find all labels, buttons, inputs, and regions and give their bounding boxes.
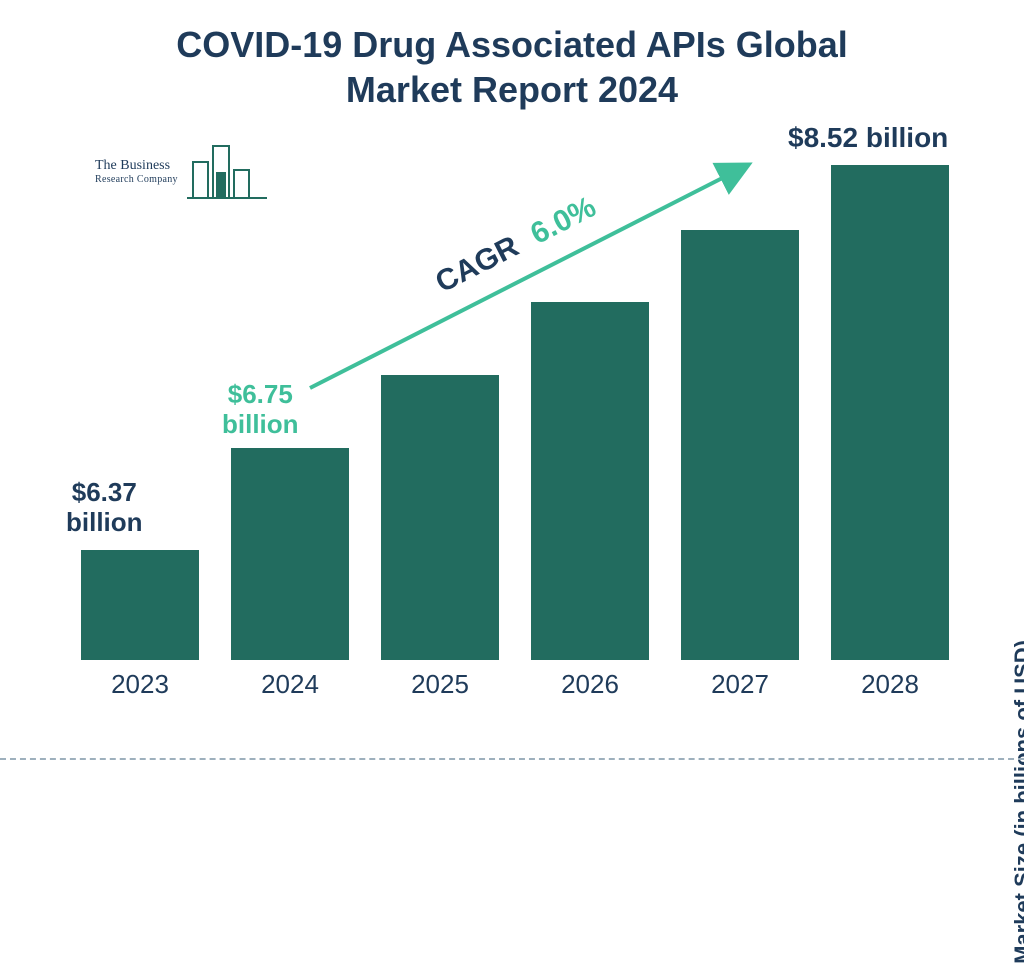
xlabel-2028: 2028 [830,669,950,700]
bar-slot-2027 [680,230,800,660]
bar-2026 [531,302,649,660]
chart-title: COVID-19 Drug Associated APIs Global Mar… [0,22,1024,112]
bar-chart: 2023 2024 2025 2026 2027 2028 [80,140,950,700]
xlabel-2025: 2025 [380,669,500,700]
xlabel-2027: 2027 [680,669,800,700]
value-label-2028: $8.52 billion [788,122,948,154]
bars-container [80,140,950,660]
bar-slot-2023 [80,550,200,660]
bar-2027 [681,230,799,660]
bottom-divider [0,758,1024,760]
value-label-2023: $6.37 billion [66,478,143,538]
bar-2024 [231,448,349,660]
value-2024-amount: $6.75 [228,379,293,409]
value-2023-amount: $6.37 [72,477,137,507]
value-2023-unit: billion [66,507,143,537]
bar-slot-2026 [530,302,650,660]
bar-2028 [831,165,949,660]
bar-slot-2024 [230,448,350,660]
value-label-2024: $6.75 billion [222,380,299,440]
bar-2025 [381,375,499,660]
xlabel-2024: 2024 [230,669,350,700]
x-axis-labels: 2023 2024 2025 2026 2027 2028 [80,669,950,700]
title-line2: Market Report 2024 [346,69,678,110]
y-axis-label: Market Size (in billions of USD) [1010,640,1024,964]
xlabel-2026: 2026 [530,669,650,700]
bar-slot-2025 [380,375,500,660]
xlabel-2023: 2023 [80,669,200,700]
title-line1: COVID-19 Drug Associated APIs Global [176,24,847,65]
value-2024-unit: billion [222,409,299,439]
value-2028-text: $8.52 billion [788,122,948,153]
bar-slot-2028 [830,165,950,660]
bar-2023 [81,550,199,660]
